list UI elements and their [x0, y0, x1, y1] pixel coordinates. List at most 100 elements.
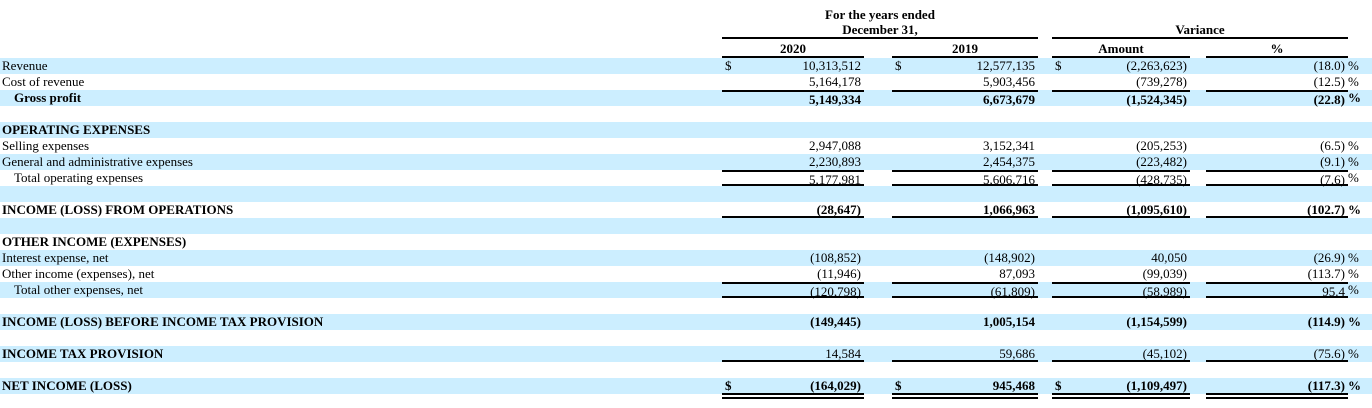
row-operating-expenses-header: OPERATING EXPENSES: [0, 122, 1372, 138]
row-other-income-expenses-header: OTHER INCOME (EXPENSES): [0, 234, 1372, 250]
cell-value: (223,482): [1136, 154, 1187, 169]
column-gap: [1190, 266, 1206, 282]
column-gap: [1190, 234, 1206, 250]
row-label: Selling expenses: [2, 138, 90, 153]
cell-value: 5,149,334: [809, 92, 861, 107]
table-header: For the years ended December 31, Varianc…: [0, 0, 1372, 58]
value-2019: (61,809): [892, 282, 1038, 299]
row-label: OTHER INCOME (EXPENSES): [2, 234, 187, 249]
value-amount: (1,154,599): [1052, 314, 1190, 330]
cell-value: (1,109,497): [1126, 378, 1187, 393]
value-2019: $945,468: [892, 378, 1038, 399]
percent-sign: %: [1348, 282, 1359, 297]
column-gap: [1038, 74, 1052, 90]
value-amount: (428,735): [1052, 170, 1190, 187]
percent-sign: %: [1348, 74, 1359, 89]
cell-value: (148,902): [984, 250, 1035, 265]
value-2020: $10,313,512: [722, 58, 864, 74]
cell-value: 40,050: [1151, 250, 1187, 265]
column-gap: [864, 74, 892, 90]
column-gap: [1038, 378, 1052, 394]
cell-value: (11,946): [817, 266, 861, 281]
value-2019: 1,066,963: [892, 202, 1038, 218]
row-label: INCOME (LOSS) BEFORE INCOME TAX PROVISIO…: [2, 314, 324, 329]
value-percent: (6.5): [1206, 138, 1348, 154]
table-body: Revenue $10,313,512 $12,577,135 $ (2,263,623…: [0, 58, 1372, 408]
percent-sign: %: [1348, 58, 1359, 73]
row-other-income-expenses-net: Other income (expenses), net (11,946) 87,0…: [0, 266, 1372, 282]
dollar-sign: $: [895, 58, 902, 73]
value-percent: (102.7): [1206, 202, 1348, 218]
cell-value: 59,686: [999, 346, 1035, 361]
value-amount: [1052, 234, 1190, 250]
cell-value: 87,093: [999, 266, 1035, 281]
percent-sign: %: [1348, 250, 1359, 265]
spacer-row: [0, 106, 1372, 122]
value-2020: (120,798): [722, 282, 864, 299]
column-gap: [864, 314, 892, 330]
cell-value: (75.6): [1313, 346, 1345, 361]
cell-value: (739,278): [1136, 74, 1187, 89]
value-amount: (1,095,610): [1052, 202, 1190, 218]
column-gap: [864, 282, 892, 298]
row-income-loss-from-operations: INCOME (LOSS) FROM OPERATIONS (28,647) 1,0…: [0, 202, 1372, 218]
cell-value: (1,095,610): [1126, 202, 1187, 217]
cell-value: 10,313,512: [802, 58, 862, 73]
cell-value: (164,029): [810, 378, 861, 393]
value-2019: 6,673,679: [892, 90, 1038, 107]
spacer-row: [0, 186, 1372, 202]
value-2019: 5,903,456: [892, 74, 1038, 90]
value-percent: (75.6): [1206, 346, 1348, 362]
cell-value: (7.6): [1320, 172, 1345, 187]
value-2020: (28,647): [722, 202, 864, 218]
value-2020: 5,149,334: [722, 90, 864, 107]
column-gap: [1190, 154, 1206, 170]
row-label: Other income (expenses), net: [2, 266, 155, 281]
value-2019: 5,606,716: [892, 170, 1038, 187]
spacer-row: [0, 298, 1372, 314]
column-gap: [1038, 90, 1052, 106]
percent-sign: %: [1348, 346, 1359, 361]
row-label: General and administrative expenses: [2, 154, 193, 169]
cell-value: 2,454,375: [983, 154, 1035, 169]
value-percent: (113.7): [1206, 266, 1348, 282]
column-header-percent: %: [1206, 41, 1348, 58]
percent-sign: %: [1348, 266, 1359, 281]
row-total-other-expenses-net: Total other expenses, net (120,798) (61,80…: [0, 282, 1372, 299]
cell-value: (58,989): [1142, 284, 1187, 299]
row-label: Total operating expenses: [14, 170, 144, 185]
dollar-sign: $: [1055, 58, 1062, 73]
cell-value: 14,584: [825, 346, 861, 361]
spacer-row: [0, 218, 1372, 234]
column-gap: [1190, 90, 1206, 106]
column-gap: [1038, 266, 1052, 282]
row-gross-profit: Gross profit 5,149,334 6,673,679 (1,524,345…: [0, 90, 1372, 107]
value-2020: [722, 122, 864, 138]
column-gap: [1038, 346, 1052, 362]
value-2019: 2,454,375: [892, 154, 1038, 170]
cell-value: (113.7): [1307, 266, 1345, 281]
cell-value: 5,606,716: [983, 172, 1035, 187]
cell-value: (1,524,345): [1126, 92, 1187, 107]
row-selling-expenses: Selling expenses 2,947,088 3,152,341 (205,2…: [0, 138, 1372, 154]
column-header-amount: Amount: [1052, 41, 1190, 58]
column-gap: [1038, 282, 1052, 298]
column-gap: [1190, 314, 1206, 330]
december-31-label: December 31,: [722, 22, 1038, 39]
cell-value: (205,253): [1136, 138, 1187, 153]
row-revenue: Revenue $10,313,512 $12,577,135 $ (2,263,623…: [0, 58, 1372, 74]
value-2019: 3,152,341: [892, 138, 1038, 154]
value-2020: 2,230,893: [722, 154, 864, 170]
column-gap: [1190, 58, 1206, 74]
value-amount: (223,482): [1052, 154, 1190, 170]
cell-value: (2,263,623): [1126, 58, 1187, 73]
row-label: OPERATING EXPENSES: [2, 122, 151, 137]
cell-value: 2,230,893: [809, 154, 861, 169]
row-label: INCOME (LOSS) FROM OPERATIONS: [2, 202, 234, 217]
cell-value: (114.9): [1307, 314, 1345, 329]
spacer-row: [0, 362, 1372, 378]
row-label: Cost of revenue: [2, 74, 85, 89]
cell-value: 95.4: [1322, 284, 1345, 299]
cell-value: (12.5): [1313, 74, 1345, 89]
value-percent: (7.6): [1206, 170, 1348, 187]
